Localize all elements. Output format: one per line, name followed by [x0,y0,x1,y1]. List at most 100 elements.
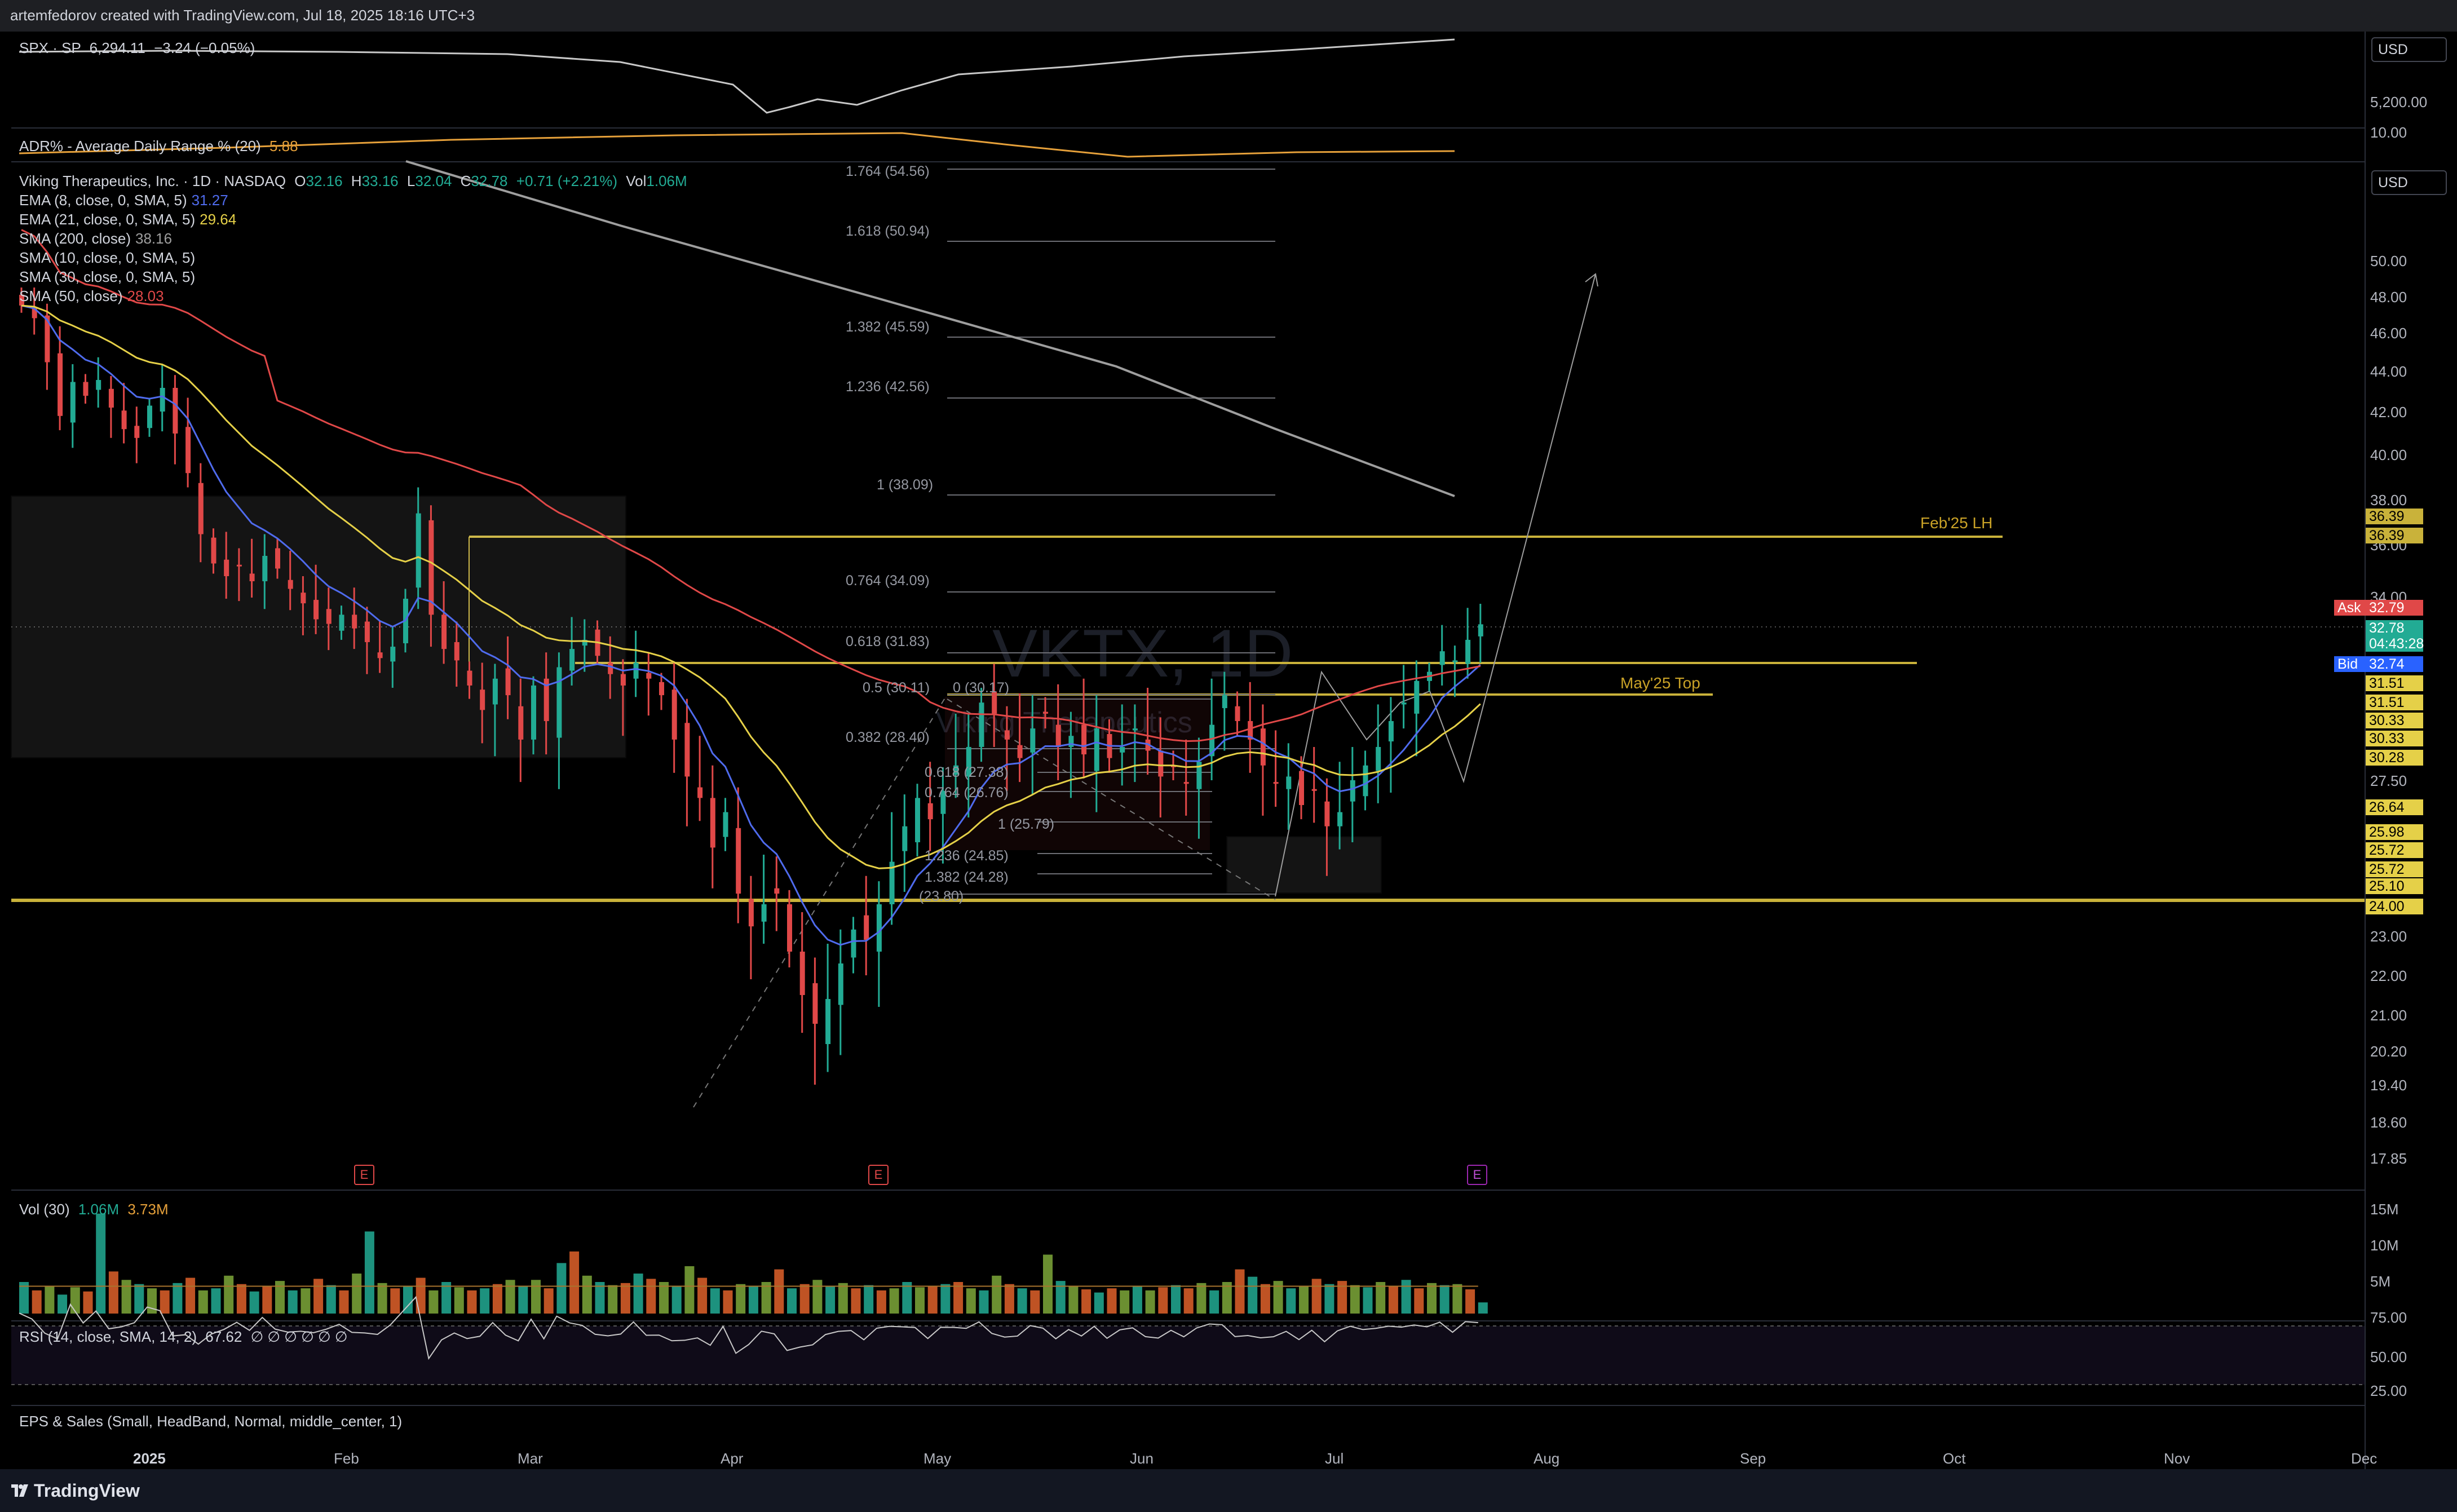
indicator-value: 31.27 [191,192,228,209]
candle-body [646,673,652,679]
volume-bar [1171,1285,1181,1314]
price-tag: 32.78 [2366,620,2423,636]
feb-lh-label[interactable]: Feb'25 LH [1920,514,1993,532]
volume-bar [416,1277,426,1314]
fib-label: (23.80) [919,888,964,904]
volume-scale-label: 15M [2370,1201,2399,1218]
candle-body [58,353,63,416]
volume-bar [1452,1284,1462,1314]
candle-body [1311,789,1317,791]
candle-body [582,639,587,646]
candle-body [876,904,882,952]
rsi-scale-label: 25.00 [2370,1382,2407,1399]
scale-label: 10.00 [2370,124,2407,141]
chart-area[interactable] [11,32,2365,1469]
volume-bar [173,1283,183,1314]
indicator-legend-item[interactable]: EMA (8, close, 0, SMA, 5) 31.27 [19,192,236,211]
volume-bar [812,1280,823,1314]
volume-bar [799,1284,810,1314]
candle-body [1196,762,1202,789]
candle-body [428,520,434,615]
earnings-marker[interactable]: E [354,1165,374,1185]
rsi-name: RSI (14, close, SMA, 14, 2) [19,1328,197,1345]
time-label: Mar [518,1450,543,1467]
candle-body [1017,745,1023,758]
volume-bar [301,1288,311,1314]
volume-bar [1401,1280,1411,1314]
candle-body [1465,639,1471,664]
candle-body [505,668,511,696]
volume-bar [723,1290,733,1314]
volume-bar [1030,1290,1040,1314]
indicator-legend-item[interactable]: SMA (50, close) 28.03 [19,288,236,307]
candle-body [569,649,575,671]
fib-label: 0.618 (31.83) [846,634,930,649]
rsi-scale-label: 50.00 [2370,1349,2407,1365]
earnings-marker[interactable]: E [1467,1165,1487,1185]
indicator-legend-item[interactable]: EMA (21, close, 0, SMA, 5) 29.64 [19,211,236,230]
candle-body [108,388,114,408]
adr-legend[interactable]: ADR% - Average Daily Range % (20) 5.88 [19,138,298,155]
currency-button[interactable]: USD [2371,170,2447,195]
spx-line [19,38,1455,114]
attribution-text: artemfedorov created with TradingView.co… [10,7,475,24]
volume-bar [275,1281,285,1314]
volume-scale-label: 10M [2370,1237,2399,1254]
indicator-legend-item[interactable]: SMA (200, close) 38.16 [19,230,236,249]
price-tag: 32.74 [2366,656,2423,672]
pane-separator[interactable] [11,1190,2365,1191]
time-label: Jul [1325,1450,1344,1467]
adr-value: 5.88 [269,138,298,154]
candle-body [1132,728,1138,731]
pane-separator[interactable] [11,1405,2365,1406]
candle-body [1235,706,1240,722]
indicator-legend-item[interactable]: SMA (10, close, 0, SMA, 5) [19,249,236,268]
candle-body [275,548,280,569]
volume-legend[interactable]: Vol (30) 1.06M 3.73M [19,1201,169,1218]
pane-separator[interactable] [11,161,2365,162]
eps-legend[interactable]: EPS & Sales (Small, HeadBand, Normal, mi… [19,1413,402,1430]
candle-body [1209,724,1215,757]
price-label: 50.00 [2370,253,2407,269]
volume-bar [198,1290,208,1314]
tradingview-logo[interactable]: TradingView [10,1480,140,1501]
candle-body [467,670,472,686]
pane-separator[interactable] [11,127,2365,129]
volume-bar [736,1284,746,1314]
candle-body [1478,624,1483,636]
candle-body [249,573,255,581]
volume-bar [1120,1290,1130,1314]
volume-bar [492,1284,502,1314]
volume-bar [1145,1290,1155,1314]
price-tag: 25.10 [2366,878,2423,894]
volume-scale-label: 5M [2370,1273,2391,1290]
volume-bar [45,1286,55,1314]
volume-bar [518,1286,528,1314]
candle-body [889,861,895,904]
candle-body [774,888,780,894]
main-legend[interactable]: Viking Therapeutics, Inc. · 1D · NASDAQ … [19,173,687,190]
price-label: 42.00 [2370,404,2407,421]
volume-bar [185,1277,196,1314]
rsi-legend[interactable]: RSI (14, close, SMA, 14, 2) 67.62 ∅ ∅ ∅ … [19,1328,348,1346]
currency-button[interactable]: USD [2371,37,2447,62]
price-tag: 30.28 [2366,750,2423,766]
candle-body [684,723,690,777]
candle-body [556,667,562,738]
volume-bar [467,1290,477,1314]
spx-legend[interactable]: SPX · SP 6,294.11 −3.24 (−0.05%) [19,39,255,57]
earnings-marker[interactable]: E [868,1165,889,1185]
volume-bar [787,1288,797,1314]
candle-body [96,380,101,390]
may-top-label[interactable]: May'25 Top [1620,674,1700,692]
fib-label: 0 (30.17) [953,680,1010,696]
price-tag: 25.72 [2366,842,2423,858]
candle-body [608,662,613,674]
volume-bar [1311,1279,1322,1314]
volume-bar [1081,1289,1091,1314]
candle-body [352,614,357,629]
volume-bar [710,1288,720,1314]
candle-body [992,691,997,714]
pane-separator[interactable] [11,1320,2365,1321]
indicator-legend-item[interactable]: SMA (30, close, 0, SMA, 5) [19,268,236,288]
